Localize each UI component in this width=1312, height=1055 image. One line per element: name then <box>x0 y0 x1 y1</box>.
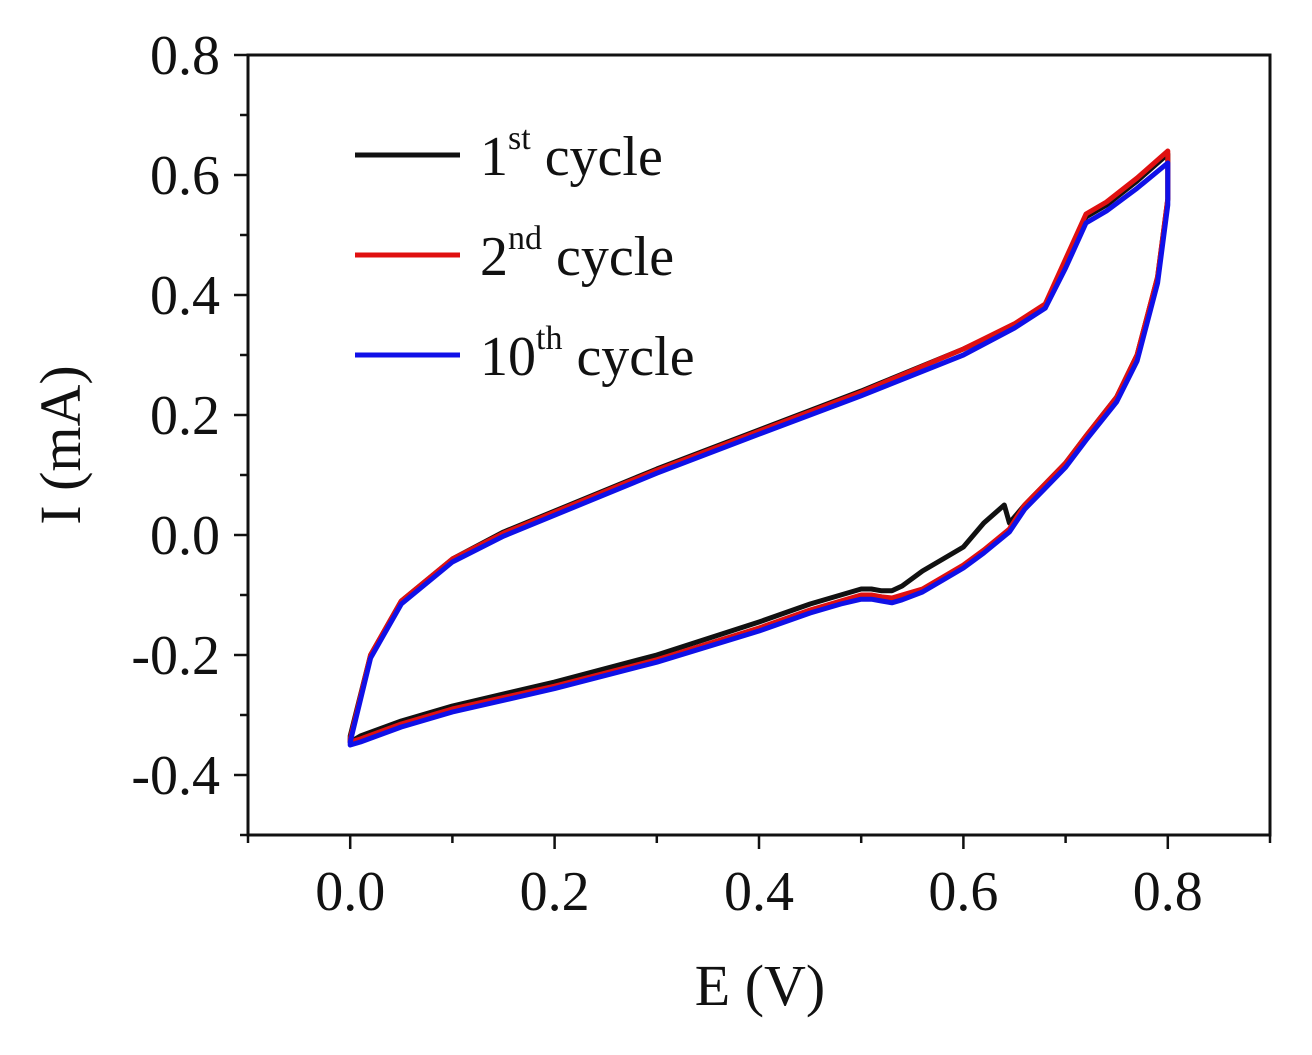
series-line-1 <box>347 151 1171 745</box>
x-tick-label: 0.0 <box>315 861 385 923</box>
x-axis-title: E (V) <box>695 953 825 1018</box>
x-tick-label: 0.8 <box>1133 861 1203 923</box>
x-tick-label: 0.6 <box>928 861 998 923</box>
legend-label-3: 10th cycle <box>480 320 695 388</box>
legend-label-2: 2nd cycle <box>480 220 674 288</box>
plot-frame <box>246 53 1272 837</box>
legend-label-1: 1st cycle <box>480 120 663 188</box>
y-tick-label: 0.2 <box>150 385 220 447</box>
y-tick-label: 0.8 <box>150 25 220 87</box>
y-tick-label: 0.0 <box>150 505 220 567</box>
y-tick-label: 0.4 <box>150 265 220 327</box>
x-tick-label: 0.2 <box>520 861 590 923</box>
y-tick-label: -0.4 <box>131 745 220 807</box>
legend: 1st cycle 2nd cycle 10th cycle <box>355 120 695 388</box>
series-line-2 <box>347 148 1171 745</box>
y-tick-label: 0.6 <box>150 145 220 207</box>
y-axis-title: I (mA) <box>28 365 93 524</box>
x-tick-label: 0.4 <box>724 861 794 923</box>
axes-group: 0.0 0.2 0.4 0.6 0.8 -0.4 -0.2 0.0 0.2 0.4 0.6 0.8 <box>131 25 1272 923</box>
y-tick-label: -0.2 <box>131 625 220 687</box>
series-line-3 <box>347 160 1171 748</box>
series-group <box>347 148 1171 748</box>
